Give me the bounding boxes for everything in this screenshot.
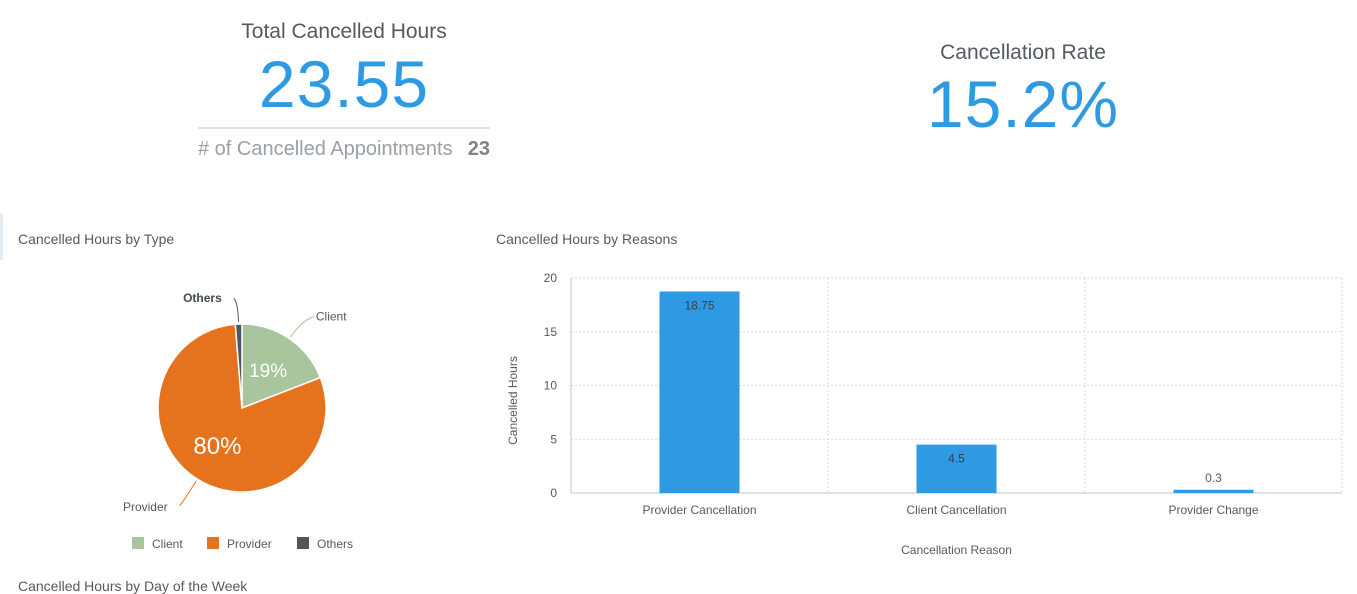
- x-axis-title: Cancellation Reason: [901, 543, 1012, 557]
- bar-provider-cancellation[interactable]: [659, 291, 740, 493]
- x-tick-label-provider-change: Provider Change: [1168, 503, 1258, 517]
- pie-connector-others: [233, 297, 240, 323]
- legend-label-client: Client: [152, 537, 183, 551]
- pie-chart-title: Cancelled Hours by Type: [18, 231, 175, 247]
- legend-swatch-others: [297, 537, 309, 549]
- section-accent-bar: [0, 214, 3, 260]
- pie-slice-client[interactable]: [241, 323, 322, 410]
- pie-slice-others[interactable]: [234, 323, 243, 409]
- pie-chart: 19% 80% Client Provider Others Client Provider…: [123, 291, 353, 551]
- pie-label-others: Others: [183, 291, 222, 305]
- y-axis-title: Cancelled Hours: [506, 356, 520, 445]
- bar-data-label-provider-change: 0.3: [1205, 471, 1222, 485]
- total-cancelled-hours-title: Total Cancelled Hours: [241, 20, 447, 43]
- pie-connector-provider: [179, 480, 197, 507]
- cancelled-appointments-row: # of Cancelled Appointments 23: [198, 138, 490, 161]
- cancelled-appointments-label: # of Cancelled Appointments: [198, 138, 453, 160]
- pie-label-client: Client: [316, 310, 347, 324]
- legend-label-provider: Provider: [227, 537, 272, 551]
- legend-label-others: Others: [317, 537, 353, 551]
- x-tick-label-provider-cancellation: Provider Cancellation: [642, 503, 756, 517]
- y-tick-label: 20: [544, 271, 558, 285]
- pie-slice-provider[interactable]: [157, 323, 327, 493]
- legend-item-client[interactable]: Client: [132, 537, 183, 551]
- bar-data-label-client-cancellation: 4.5: [948, 452, 965, 466]
- bar-client-cancellation[interactable]: [916, 444, 997, 493]
- legend-item-provider[interactable]: Provider: [207, 537, 272, 551]
- legend-swatch-client: [132, 537, 144, 549]
- cancellation-rate-value: 15.2%: [926, 67, 1120, 141]
- x-tick-label-client-cancellation: Client Cancellation: [906, 503, 1006, 517]
- pie-label-provider: Provider: [123, 500, 168, 514]
- bar-data-label-provider-cancellation: 18.75: [684, 298, 714, 312]
- y-tick-label: 15: [544, 325, 558, 339]
- total-cancelled-hours-value: 23.55: [258, 47, 430, 121]
- pie-connector-client: [290, 316, 315, 338]
- cancelled-appointments-value: 23: [467, 138, 490, 160]
- y-tick-label: 0: [550, 486, 557, 500]
- legend-item-others[interactable]: Others: [297, 537, 353, 551]
- bar-provider-change[interactable]: [1173, 489, 1254, 493]
- y-tick-label: 5: [550, 432, 557, 446]
- kpi-divider: [198, 127, 490, 129]
- legend-swatch-provider: [207, 537, 219, 549]
- cancellation-rate-title: Cancellation Rate: [940, 41, 1106, 64]
- pie-percent-label-client: 19%: [249, 361, 287, 382]
- bar-chart: 0 5 10 15 20 18.75 Provider Cancellation 4.5 Cli…: [506, 271, 1343, 557]
- bar-chart-title: Cancelled Hours by Reasons: [496, 231, 678, 247]
- y-tick-label: 10: [544, 379, 558, 393]
- day-of-week-chart-title: Cancelled Hours by Day of the Week: [18, 578, 248, 594]
- pie-percent-label-provider: 80%: [193, 433, 241, 460]
